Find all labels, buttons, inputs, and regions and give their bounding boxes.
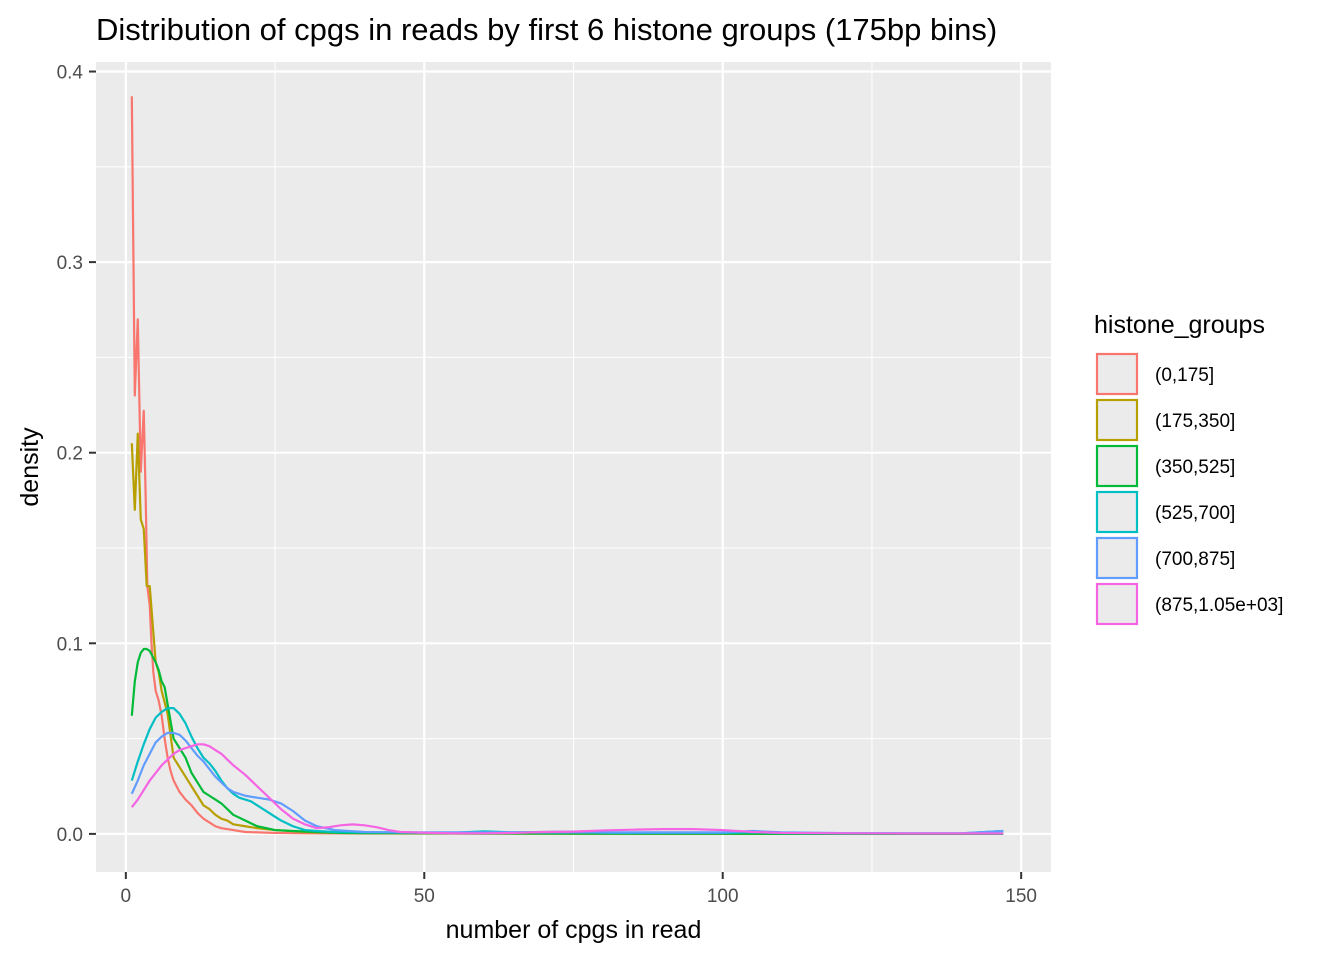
legend-item: (700,875] (1095, 536, 1235, 580)
legend-title: histone_groups (1094, 311, 1265, 339)
legend-label: (0,175] (1155, 365, 1214, 386)
x-axis: 0 50 100 150 (121, 872, 1037, 907)
legend-label: (700,875] (1155, 549, 1235, 570)
legend-label: (525,700] (1155, 503, 1235, 524)
legend-key-swatch (1095, 490, 1139, 534)
legend-key-swatch (1095, 398, 1139, 442)
legend-item: (875,1.05e+03] (1095, 582, 1283, 626)
y-axis: 0.0 0.1 0.2 0.3 0.4 (57, 63, 96, 846)
y-tick-label: 0.1 (57, 634, 83, 655)
legend-item: (0,175] (1095, 352, 1214, 396)
legend-key-background (1096, 399, 1138, 441)
legend-key-background (1096, 583, 1138, 625)
legend-label: (875,1.05e+03] (1155, 595, 1283, 616)
legend-label: (350,525] (1155, 457, 1235, 478)
grid-major (96, 62, 1051, 872)
legend-key-background (1096, 353, 1138, 395)
legend-key-background (1096, 537, 1138, 579)
legend-item: (525,700] (1095, 490, 1235, 534)
legend-key-swatch (1095, 536, 1139, 580)
series-line-6 (130, 743, 1004, 835)
series-line-5 (130, 731, 1004, 835)
y-tick-label: 0.4 (57, 63, 84, 84)
legend-key-background (1096, 491, 1138, 533)
x-axis-title: number of cpgs in read (446, 916, 702, 944)
y-axis-title: density (16, 427, 44, 507)
legend-item: (175,350] (1095, 398, 1235, 442)
chart-title: Distribution of cpgs in reads by first 6… (96, 12, 997, 47)
legend-key-swatch (1095, 352, 1139, 396)
y-tick-label: 0.3 (57, 253, 83, 274)
y-tick-label: 0.0 (57, 825, 83, 846)
grid-minor (96, 62, 1051, 872)
x-tick-label: 150 (1005, 886, 1037, 907)
legend-item: (350,525] (1095, 444, 1235, 488)
x-tick-label: 100 (707, 886, 739, 907)
legend-key-swatch (1095, 582, 1139, 626)
y-tick-label: 0.2 (57, 444, 83, 465)
x-tick-label: 50 (414, 886, 435, 907)
legend-items: (0,175] (175,350] (350,525] (525,700] (700,8… (1095, 352, 1283, 626)
series-lines (130, 96, 1004, 835)
legend: histone_groups (0,175] (175,350] (350,525]… (1094, 311, 1283, 626)
x-tick-label: 0 (121, 886, 132, 907)
legend-label: (175,350] (1155, 411, 1235, 432)
legend-key-background (1096, 445, 1138, 487)
legend-key-swatch (1095, 444, 1139, 488)
